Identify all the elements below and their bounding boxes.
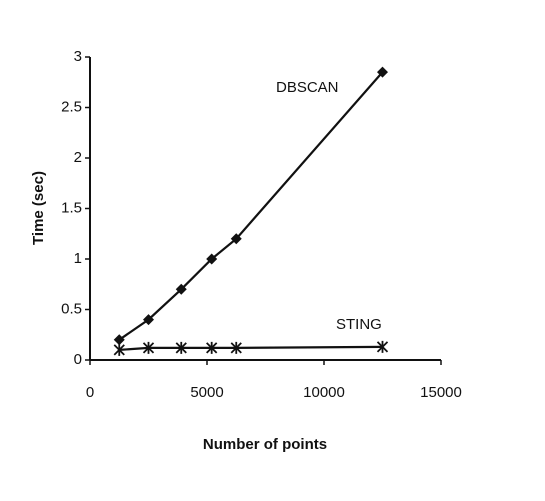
y-tick-label: 0.5 xyxy=(61,300,82,317)
x-ticks: 0 5000 10000 15000 xyxy=(86,360,462,401)
series-label-sting: STING xyxy=(336,316,382,333)
data-point-sting xyxy=(113,343,125,356)
series-line-dbscan xyxy=(118,71,384,341)
data-point-sting xyxy=(175,341,187,354)
y-tick-label: 1 xyxy=(74,250,82,267)
series-dbscan xyxy=(113,66,388,346)
data-point-sting xyxy=(142,341,155,354)
series-line-sting xyxy=(119,345,383,351)
data-point-dbscan xyxy=(113,334,125,346)
data-point-dbscan xyxy=(143,314,154,326)
x-tick-label: 15000 xyxy=(420,384,462,401)
data-point-sting xyxy=(230,341,242,354)
y-tick-label: 2 xyxy=(74,149,82,166)
y-tick-label: 0 xyxy=(74,351,82,368)
y-tick-label: 1.5 xyxy=(61,199,82,216)
data-point-dbscan xyxy=(230,233,242,245)
series-sting xyxy=(113,340,389,356)
y-tick-label: 2.5 xyxy=(61,98,82,115)
x-tick-label: 10000 xyxy=(303,384,345,401)
y-ticks: 0 0.5 1 1.5 2 2.5 3 xyxy=(61,48,90,368)
series-label-dbscan: DBSCAN xyxy=(276,79,339,96)
data-point-sting xyxy=(206,341,218,354)
axes xyxy=(89,57,441,361)
series-group xyxy=(113,66,389,356)
y-tick-label: 3 xyxy=(74,48,82,65)
data-point-dbscan xyxy=(175,283,187,295)
x-axis-title: Number of points xyxy=(203,436,327,453)
data-point-dbscan xyxy=(206,253,218,265)
x-tick-label: 0 xyxy=(86,384,94,401)
y-axis-title: Time (sec) xyxy=(30,171,47,245)
x-tick-label: 5000 xyxy=(190,384,223,401)
data-point-dbscan xyxy=(377,66,388,78)
data-point-sting xyxy=(376,340,389,353)
